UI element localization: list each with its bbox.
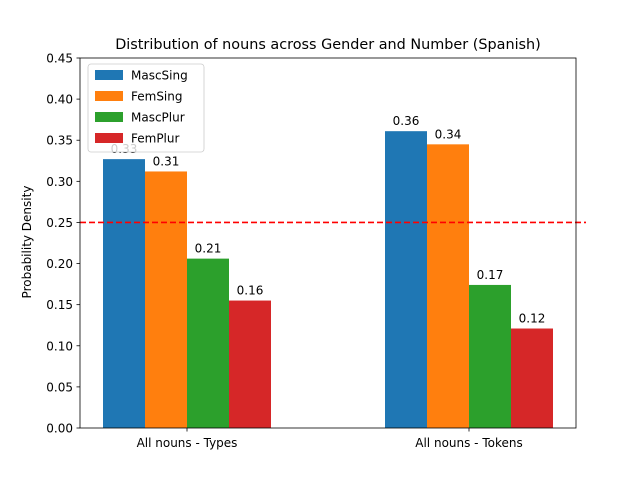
y-tick-label: 0.05 [46, 380, 73, 394]
legend-label-mascsing: MascSing [131, 69, 188, 83]
y-tick-label: 0.00 [46, 422, 73, 436]
y-tick-label: 0.30 [46, 175, 73, 189]
legend-label-mascplur: MascPlur [131, 111, 185, 125]
chart-title: Distribution of nouns across Gender and … [115, 37, 541, 53]
data-label: 0.36 [393, 114, 420, 128]
bar-mascsing [103, 159, 145, 428]
legend-swatch-mascplur [95, 112, 123, 122]
x-tick-label: All nouns - Tokens [415, 436, 522, 450]
y-tick-label: 0.35 [46, 134, 73, 148]
legend-swatch-mascsing [95, 70, 123, 80]
y-tick-label: 0.15 [46, 298, 73, 312]
ticks-layer: 0.00 0.05 0.10 0.15 0.20 0.25 0.30 0.35 0.40 0.45… [46, 52, 522, 451]
data-label: 0.31 [153, 154, 180, 168]
legend-swatch-femsing [95, 91, 123, 101]
legend-label-femplur: FemPlur [131, 132, 179, 146]
y-tick-label: 0.10 [46, 339, 73, 353]
plot-frame [79, 57, 577, 429]
data-label: 0.21 [195, 242, 222, 256]
legend-swatch-femplur [95, 133, 123, 143]
data-label: 0.17 [477, 268, 504, 282]
bar-mascsing [385, 131, 427, 428]
bar-mascplur [187, 258, 229, 428]
bar-mascplur [469, 284, 511, 428]
y-tick-label: 0.40 [46, 93, 73, 107]
bar-femplur [229, 300, 271, 428]
data-label: 0.34 [435, 127, 462, 141]
bar-femsing [427, 144, 469, 429]
x-tick-label: All nouns - Types [137, 436, 238, 450]
legend-label-femsing: FemSing [131, 90, 183, 104]
data-label: 0.12 [519, 312, 546, 326]
legend: MascSing FemSing MascPlur FemPlur [87, 63, 205, 153]
y-tick-label: 0.45 [46, 52, 73, 66]
bar-femsing [145, 171, 187, 428]
y-axis-label: Probability Density [20, 186, 34, 299]
bar-femplur [511, 328, 553, 428]
y-tick-label: 0.25 [46, 216, 73, 230]
bars-layer: 0.330.360.310.340.210.170.160.12 [103, 114, 553, 429]
data-label: 0.16 [237, 284, 264, 298]
y-tick-label: 0.20 [46, 257, 73, 271]
legend-box [87, 63, 205, 153]
